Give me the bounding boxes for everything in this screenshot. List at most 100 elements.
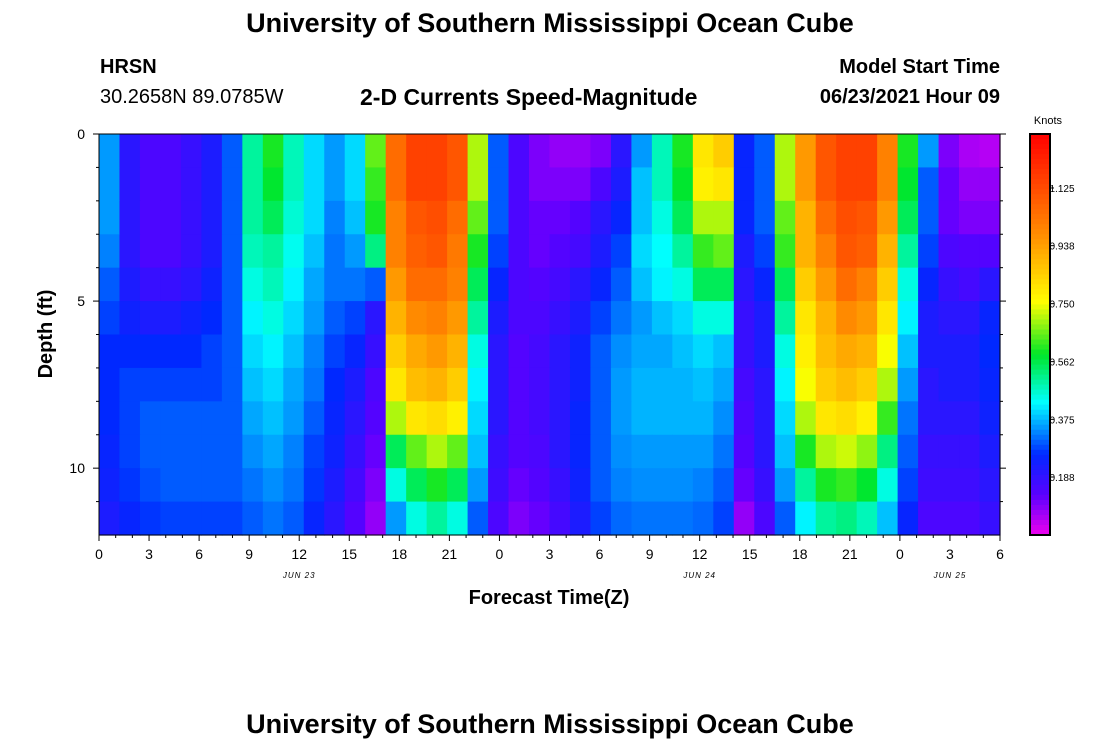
heatmap-cell bbox=[938, 167, 960, 202]
heatmap-cell bbox=[529, 334, 551, 369]
heatmap-cell bbox=[979, 434, 1001, 469]
heatmap-cell bbox=[815, 234, 837, 269]
heatmap-cell bbox=[918, 234, 940, 269]
heatmap-cell bbox=[139, 167, 162, 202]
heatmap-cell bbox=[651, 401, 673, 436]
colorbar-swatch bbox=[1030, 354, 1050, 361]
colorbar-tick-label: 0.188 bbox=[1049, 473, 1074, 484]
heatmap-cell bbox=[672, 301, 694, 336]
colorbar-swatch bbox=[1030, 154, 1050, 160]
heatmap-cell bbox=[447, 267, 469, 302]
heatmap-cell bbox=[242, 501, 264, 536]
colorbar-swatch bbox=[1030, 239, 1050, 245]
heatmap-cell bbox=[856, 367, 878, 402]
heatmap-cell bbox=[651, 468, 673, 503]
heatmap-cell bbox=[836, 167, 858, 202]
colorbar-swatch bbox=[1030, 404, 1050, 411]
heatmap-cell bbox=[692, 200, 714, 235]
heatmap-cell bbox=[385, 501, 407, 536]
heatmap-cell bbox=[754, 200, 776, 235]
heatmap-cell bbox=[733, 501, 755, 536]
heatmap-cell bbox=[119, 167, 141, 202]
colorbar-swatch bbox=[1030, 414, 1050, 421]
heatmap-cell bbox=[774, 468, 796, 503]
heatmap-cell bbox=[508, 501, 530, 536]
heatmap-cell bbox=[201, 200, 223, 235]
heatmap-cell bbox=[406, 301, 428, 336]
colorbar-swatch bbox=[1030, 439, 1050, 446]
heatmap-cell bbox=[508, 234, 530, 269]
heatmap-cell bbox=[242, 200, 264, 235]
heatmap-cell bbox=[692, 134, 714, 169]
heatmap-cell bbox=[590, 134, 612, 169]
heatmap-cell bbox=[99, 401, 121, 436]
heatmap-cell bbox=[959, 468, 981, 503]
page-title-top: University of Southern Mississippi Ocean… bbox=[246, 8, 854, 38]
heatmap-cell bbox=[569, 134, 592, 169]
x-tick-label: 3 bbox=[946, 546, 954, 562]
heatmap-cell bbox=[672, 200, 694, 235]
heatmap-cell bbox=[385, 200, 407, 235]
page-title-bottom: University of Southern Mississippi Ocean… bbox=[246, 709, 854, 739]
heatmap-cell bbox=[303, 401, 325, 436]
heatmap-cell bbox=[631, 401, 653, 436]
colorbar-swatch bbox=[1030, 334, 1050, 341]
heatmap-cell bbox=[447, 367, 469, 402]
heatmap-cell bbox=[283, 134, 305, 169]
heatmap-cell bbox=[262, 134, 284, 169]
heatmap-cell bbox=[733, 401, 755, 436]
colorbar-swatch bbox=[1030, 244, 1050, 250]
x-tick-label: 12 bbox=[291, 546, 307, 562]
heatmap-cell bbox=[795, 267, 817, 302]
heatmap-cell bbox=[488, 434, 510, 469]
heatmap-cell bbox=[324, 367, 346, 402]
colorbar-swatch bbox=[1030, 464, 1050, 471]
heatmap-cell bbox=[774, 267, 796, 302]
x-tick-label: 0 bbox=[896, 546, 904, 562]
heatmap-cell bbox=[119, 267, 141, 302]
heatmap-cell bbox=[221, 401, 243, 436]
colorbar-swatch bbox=[1030, 479, 1050, 486]
heatmap-cell bbox=[631, 334, 653, 369]
colorbar-swatch bbox=[1030, 194, 1050, 200]
heatmap-cell bbox=[406, 234, 428, 269]
heatmap-cell bbox=[877, 301, 899, 336]
heatmap-cell bbox=[856, 501, 878, 536]
heatmap-cells bbox=[99, 134, 1001, 536]
heatmap-cell bbox=[733, 301, 755, 336]
heatmap-cell bbox=[180, 468, 202, 503]
heatmap-cell bbox=[201, 468, 223, 503]
heatmap-cell bbox=[877, 501, 899, 536]
heatmap-cell bbox=[856, 334, 878, 369]
heatmap-cell bbox=[549, 334, 571, 369]
heatmap-cell bbox=[488, 267, 510, 302]
heatmap-cell bbox=[918, 167, 940, 202]
day-label: JUN 23 bbox=[282, 571, 316, 580]
heatmap-cell bbox=[610, 401, 633, 436]
heatmap-cell bbox=[918, 468, 940, 503]
heatmap-cell bbox=[160, 234, 182, 269]
heatmap-cell bbox=[365, 468, 387, 503]
colorbar-swatch bbox=[1030, 424, 1050, 431]
colorbar-swatch bbox=[1030, 409, 1050, 416]
heatmap-cell bbox=[180, 234, 202, 269]
heatmap-cell bbox=[488, 167, 510, 202]
heatmap-cell bbox=[754, 501, 776, 536]
colorbar-title: Knots bbox=[1034, 115, 1063, 127]
heatmap-cell bbox=[262, 367, 284, 402]
heatmap-cell bbox=[365, 334, 387, 369]
heatmap-cell bbox=[529, 468, 551, 503]
heatmap-cell bbox=[651, 434, 673, 469]
heatmap-cell bbox=[631, 200, 653, 235]
heatmap-cell bbox=[918, 501, 940, 536]
x-tick-label: 0 bbox=[95, 546, 103, 562]
heatmap-cell bbox=[713, 401, 735, 436]
heatmap-cell bbox=[160, 200, 182, 235]
colorbar-swatch bbox=[1030, 499, 1050, 506]
x-tick-label: 21 bbox=[442, 546, 458, 562]
heatmap-cell bbox=[324, 167, 346, 202]
heatmap-cell bbox=[897, 434, 919, 469]
colorbar-tick-label: 1.125 bbox=[1049, 184, 1074, 195]
heatmap-cell bbox=[242, 167, 264, 202]
heatmap-cell bbox=[918, 134, 940, 169]
